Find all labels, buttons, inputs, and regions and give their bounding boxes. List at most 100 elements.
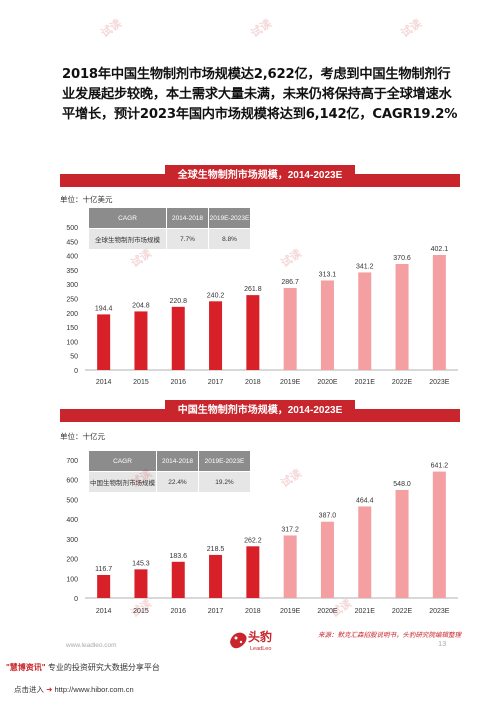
y-tick-label: 300 bbox=[66, 537, 78, 544]
bar bbox=[209, 554, 223, 598]
bar bbox=[97, 574, 111, 598]
bar bbox=[283, 535, 297, 598]
bar-value-label: 313.1 bbox=[319, 271, 337, 278]
y-tick-label: 50 bbox=[70, 354, 78, 361]
watermark: 试读 bbox=[249, 17, 275, 41]
bar-value-label: 220.8 bbox=[169, 298, 187, 305]
y-tick-label: 450 bbox=[66, 239, 78, 246]
bar bbox=[134, 569, 148, 598]
bar-value-label: 317.2 bbox=[281, 526, 299, 533]
y-tick-label: 500 bbox=[66, 225, 78, 232]
x-tick-label: 2019E bbox=[280, 379, 301, 386]
bar-value-label: 402.1 bbox=[431, 246, 449, 253]
x-tick-label: 2023E bbox=[429, 608, 450, 615]
unit-label-china: 单位：十亿元 bbox=[60, 432, 105, 441]
x-tick-label: 2023E bbox=[429, 379, 450, 386]
bar-value-label: 116.7 bbox=[95, 566, 112, 573]
x-tick-label: 2015 bbox=[133, 379, 149, 386]
link-url[interactable]: http://www.hibor.com.cn bbox=[54, 685, 134, 694]
bar bbox=[209, 301, 223, 370]
x-tick-label: 2016 bbox=[170, 379, 186, 386]
cagr-header-label: CAGR bbox=[88, 450, 157, 472]
chart-title-china: 中国生物制剂市场规模，2014-2023E bbox=[165, 400, 355, 422]
promo-line: "慧博资讯" 专业的投资研究大数据分享平台 bbox=[6, 662, 160, 673]
bar-value-label: 194.4 bbox=[95, 305, 113, 312]
cagr-header-period1: 2014-2018 bbox=[166, 207, 209, 229]
bar-chart-global: 0 50 100 150 200 250 300 350 400 450 500 194.4 2014 2… bbox=[66, 225, 458, 386]
x-tick-label: 2014 bbox=[96, 608, 112, 615]
bar bbox=[320, 521, 334, 598]
cagr-table-global: CAGR 2014-2018 2019E-2023E 全球生物制剂市场规模 7.… bbox=[88, 207, 251, 250]
cagr-row-label: 全球生物制剂市场规模 bbox=[88, 228, 167, 250]
page-title: 2018年中国生物制剂市场规模达2,622亿，考虑到中国生物制剂行业发展起步较晚… bbox=[62, 67, 458, 122]
cagr-header-period1: 2014-2018 bbox=[156, 450, 199, 472]
y-tick-label: 100 bbox=[66, 339, 78, 346]
cagr-row-value2: 8.8% bbox=[208, 228, 251, 250]
unit-label-global: 单位：十亿美元 bbox=[60, 195, 113, 204]
promo-link[interactable]: 点击进入 ➜ http://www.hibor.com.cn bbox=[14, 685, 134, 694]
bar-value-label: 370.6 bbox=[393, 255, 411, 262]
y-tick-label: 250 bbox=[66, 297, 78, 304]
bar bbox=[171, 306, 185, 370]
bar-chart-china: 0 100 200 300 400 500 600 700 116.7 2014 145.3 2015… bbox=[66, 458, 458, 615]
promo-brand: "慧博资讯" bbox=[6, 663, 46, 672]
y-tick-label: 350 bbox=[66, 268, 78, 275]
watermark: 试读 bbox=[399, 17, 425, 41]
chart-global: 全球生物制剂市场规模，2014-2023E 单位：十亿美元 0 50 100 150 2… bbox=[60, 165, 460, 393]
bar bbox=[246, 546, 260, 598]
logo-subtext: LeadLeo bbox=[250, 646, 272, 652]
cagr-header-label: CAGR bbox=[88, 207, 167, 229]
bar-value-label: 341.2 bbox=[356, 263, 374, 270]
bar bbox=[432, 471, 446, 598]
x-tick-label: 2020E bbox=[317, 379, 338, 386]
bar-value-label: 240.2 bbox=[207, 292, 225, 299]
bar bbox=[320, 280, 334, 370]
cagr-table-china: CAGR 2014-2018 2019E-2023E 中国生物制剂市场规模 22… bbox=[88, 450, 251, 493]
y-tick-label: 300 bbox=[66, 282, 78, 289]
bar bbox=[283, 288, 297, 370]
chart-banner-china: 中国生物制剂市场规模，2014-2023E bbox=[60, 400, 460, 422]
bar bbox=[246, 295, 260, 370]
x-tick-label: 2019E bbox=[280, 608, 301, 615]
bar-value-label: 464.4 bbox=[356, 497, 374, 504]
y-tick-label: 0 bbox=[74, 596, 78, 603]
footer-url[interactable]: www.leadleo.com bbox=[66, 642, 117, 649]
cagr-header-period2: 2019E-2023E bbox=[208, 207, 251, 229]
x-tick-label: 2020E bbox=[317, 608, 338, 615]
x-tick-label: 2022E bbox=[392, 608, 413, 615]
x-tick-label: 2017 bbox=[208, 379, 224, 386]
page-number: 13 bbox=[438, 639, 447, 648]
bar-value-label: 183.6 bbox=[169, 553, 187, 560]
bar bbox=[432, 254, 446, 370]
link-label: 点击进入 bbox=[14, 685, 44, 694]
y-tick-label: 0 bbox=[74, 368, 78, 375]
bar-value-label: 286.7 bbox=[281, 279, 299, 286]
x-tick-label: 2017 bbox=[208, 608, 224, 615]
cagr-row-value1: 22.4% bbox=[156, 471, 199, 493]
x-tick-label: 2015 bbox=[133, 608, 149, 615]
y-tick-label: 150 bbox=[66, 325, 78, 332]
x-tick-label: 2022E bbox=[392, 379, 413, 386]
bar-value-label: 218.5 bbox=[207, 546, 225, 553]
x-tick-label: 2021E bbox=[355, 608, 376, 615]
cagr-header-period2: 2019E-2023E bbox=[198, 450, 251, 472]
cagr-row-value1: 7.7% bbox=[166, 228, 209, 250]
source-note: 来源：默克汇森招股说明书，头豹研究院编辑整理 bbox=[318, 632, 461, 639]
bar bbox=[97, 314, 111, 370]
chart-banner-global: 全球生物制剂市场规模，2014-2023E bbox=[60, 165, 460, 187]
y-tick-label: 200 bbox=[66, 557, 78, 564]
y-tick-label: 400 bbox=[66, 254, 78, 261]
bar bbox=[134, 311, 148, 370]
x-tick-label: 2014 bbox=[96, 379, 112, 386]
bar-value-label: 204.8 bbox=[132, 302, 150, 309]
bar bbox=[395, 264, 409, 370]
chart-title-global: 全球生物制剂市场规模，2014-2023E bbox=[165, 165, 355, 187]
bar-value-label: 261.8 bbox=[244, 286, 262, 293]
bar bbox=[171, 561, 185, 598]
bar-value-label: 641.2 bbox=[431, 463, 449, 470]
x-tick-label: 2016 bbox=[170, 608, 186, 615]
bar bbox=[358, 506, 372, 598]
y-tick-label: 200 bbox=[66, 311, 78, 318]
bar-value-label: 387.0 bbox=[319, 513, 337, 520]
x-tick-label: 2018 bbox=[245, 379, 261, 386]
